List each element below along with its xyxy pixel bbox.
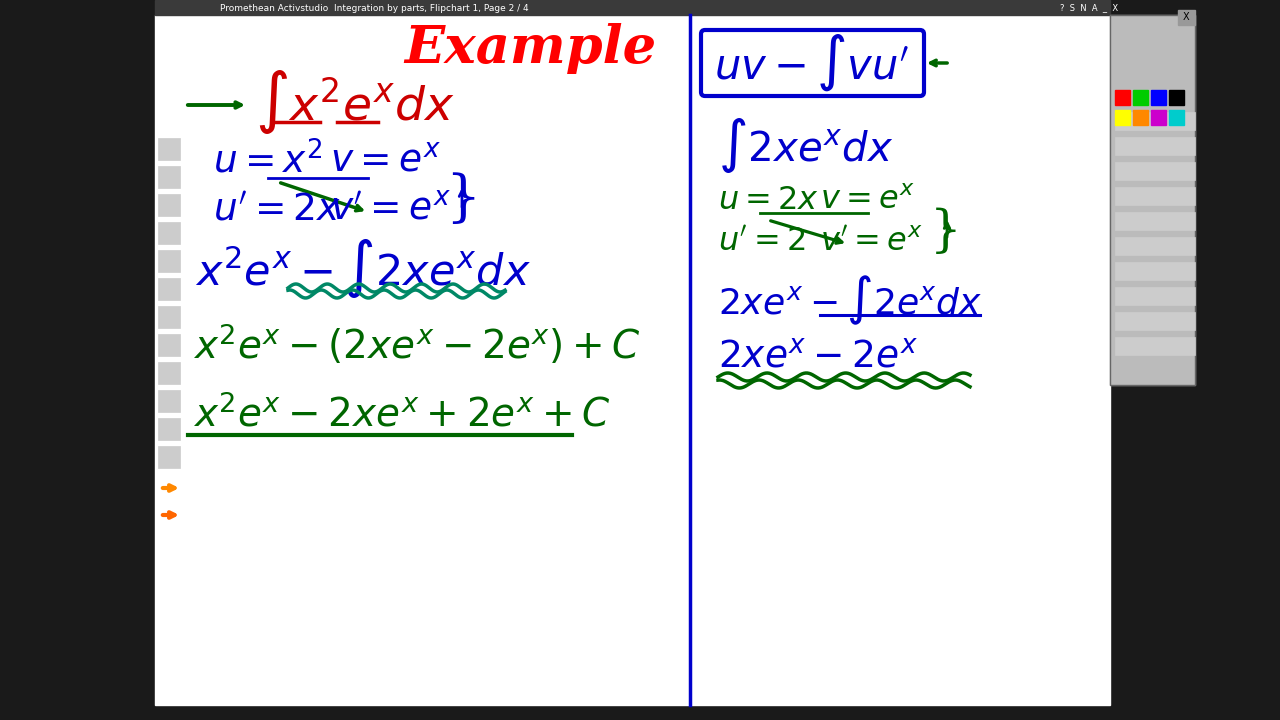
Bar — [1115, 137, 1196, 155]
Bar — [1110, 15, 1196, 385]
Text: $uv - \int vu'$: $uv - \int vu'$ — [714, 32, 910, 94]
Bar — [1151, 90, 1166, 105]
FancyBboxPatch shape — [701, 30, 924, 96]
Bar — [1133, 90, 1148, 105]
Bar — [1169, 110, 1184, 125]
Text: $\int x^2 e^x dx$: $\int x^2 e^x dx$ — [255, 68, 454, 136]
Bar — [157, 250, 180, 272]
Bar — [157, 306, 180, 328]
Text: $x^2 e^x - (2xe^x - 2e^x) + C$: $x^2 e^x - (2xe^x - 2e^x) + C$ — [193, 323, 641, 367]
Text: $u = x^2$: $u = x^2$ — [212, 143, 323, 181]
Bar — [1115, 237, 1196, 255]
Bar — [1115, 287, 1196, 305]
Bar — [1115, 162, 1196, 180]
Bar — [157, 362, 180, 384]
Bar — [1151, 110, 1166, 125]
Text: $v = e^x$: $v = e^x$ — [820, 184, 915, 215]
Bar — [1115, 90, 1130, 105]
Bar — [1169, 90, 1184, 105]
Bar — [1115, 110, 1130, 125]
Bar — [157, 222, 180, 244]
Bar — [1115, 262, 1196, 280]
Bar — [157, 334, 180, 356]
Bar — [1115, 337, 1196, 355]
Text: $2xe^x - \int 2e^x dx$: $2xe^x - \int 2e^x dx$ — [718, 274, 983, 327]
Text: X: X — [1183, 12, 1189, 22]
Bar — [157, 138, 180, 160]
Bar — [1110, 0, 1280, 720]
Bar — [157, 194, 180, 216]
Text: Example: Example — [404, 22, 657, 73]
Bar — [155, 15, 1110, 705]
Bar — [0, 0, 155, 720]
Bar — [157, 390, 180, 412]
Text: $\int 2x e^x dx$: $\int 2x e^x dx$ — [718, 115, 893, 174]
Bar — [157, 278, 180, 300]
Bar — [1110, 15, 1196, 385]
Bar — [157, 166, 180, 188]
Text: $u' = 2x$: $u' = 2x$ — [212, 192, 342, 228]
Bar — [1115, 187, 1196, 205]
Text: $v' = e^x$: $v' = e^x$ — [330, 192, 451, 228]
Bar — [1115, 112, 1196, 130]
Bar — [155, 0, 1110, 15]
Bar — [1115, 212, 1196, 230]
Text: $x^2 e^x - \int 2x e^x dx$: $x^2 e^x - \int 2x e^x dx$ — [195, 236, 531, 300]
Bar — [1178, 10, 1196, 25]
Text: $v' = e^x$: $v' = e^x$ — [820, 227, 923, 258]
Text: $u' = 2$: $u' = 2$ — [718, 227, 805, 258]
Text: }: } — [445, 173, 480, 228]
Bar — [157, 418, 180, 440]
Text: $2xe^x - 2e^x$: $2xe^x - 2e^x$ — [718, 340, 918, 376]
Text: ?  S  N  A  _  X: ? S N A _ X — [1060, 4, 1119, 12]
Bar — [157, 446, 180, 468]
Text: Promethean Activstudio  Integration by parts, Flipchart 1, Page 2 / 4: Promethean Activstudio Integration by pa… — [220, 4, 529, 12]
Text: $x^2 e^x - 2xe^x + 2e^x + C$: $x^2 e^x - 2xe^x + 2e^x + C$ — [193, 395, 611, 435]
Bar — [0, 705, 1280, 720]
Text: }: } — [931, 207, 961, 257]
Text: $u = 2x$: $u = 2x$ — [718, 184, 819, 215]
Bar — [1115, 312, 1196, 330]
Bar — [1133, 110, 1148, 125]
Text: $v = e^x$: $v = e^x$ — [330, 144, 440, 180]
